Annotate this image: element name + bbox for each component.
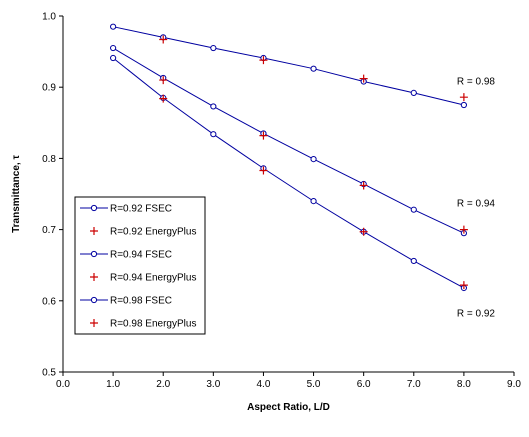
data-point-circle	[210, 131, 217, 138]
legend-marker-plus	[90, 273, 98, 281]
y-tick-label: 0.6	[42, 296, 56, 307]
legend: R=0.92 FSEC R=0.92 EnergyPlus R=0.94 FSEC R…	[74, 196, 206, 335]
legend-label: R=0.94 FSEC	[110, 250, 172, 261]
x-tick-label: 2.0	[156, 379, 170, 390]
data-point-circle	[310, 65, 317, 72]
y-tick-label: 0.5	[42, 368, 56, 379]
data-point-plus	[259, 131, 268, 140]
legend-entry: R=0.94 FSEC	[80, 250, 172, 261]
data-point-plus	[259, 166, 268, 175]
data-point-plus	[459, 93, 468, 102]
y-tick-label: 0.9	[42, 83, 56, 94]
data-point-circle	[460, 101, 467, 109]
data-point-plus	[359, 227, 368, 236]
data-point-circle	[210, 44, 217, 52]
x-tick-label: 1.0	[106, 379, 120, 390]
curve-label: R = 0.94	[457, 198, 496, 209]
data-point-circle	[310, 198, 317, 205]
data-point-plus	[359, 74, 368, 83]
legend-label: R=0.92 EnergyPlus	[110, 227, 196, 238]
x-axis-ticks: 0.0 1.0 2.0 3.0 4.0 5.0 6.0 7.0 8.0 9.0	[56, 372, 521, 390]
data-point-circle	[110, 23, 117, 30]
legend-label: R=0.92 FSEC	[110, 204, 172, 215]
data-point-plus	[459, 225, 468, 234]
series-r-0-92-energyplus	[159, 94, 468, 290]
series-r-0-94-energyplus	[159, 76, 468, 234]
x-tick-label: 4.0	[256, 379, 270, 390]
x-tick-label: 5.0	[307, 379, 321, 390]
plot-marks	[110, 23, 468, 292]
data-point-circle	[210, 103, 217, 110]
legend-marker-circle	[90, 250, 98, 258]
x-tick-label: 0.0	[56, 379, 70, 390]
legend-entry: R=0.98 EnergyPlus	[90, 319, 196, 330]
legend-label: R=0.98 EnergyPlus	[110, 319, 196, 330]
data-point-plus	[459, 281, 468, 290]
x-tick-label: 3.0	[206, 379, 220, 390]
y-axis-title: Transmittance, τ	[11, 155, 22, 233]
legend-label: R=0.94 EnergyPlus	[110, 273, 196, 284]
data-point-circle	[410, 89, 417, 96]
data-point-plus	[159, 94, 168, 103]
legend-box	[74, 196, 206, 335]
legend-marker-plus	[90, 227, 98, 235]
data-point-circle	[110, 44, 117, 52]
series-line	[112, 57, 465, 289]
legend-entry: R=0.94 EnergyPlus	[90, 273, 196, 284]
data-point-circle	[410, 206, 417, 213]
curve-label: R = 0.92	[457, 309, 496, 320]
legend-entry: R=0.98 FSEC	[80, 296, 172, 307]
data-point-plus	[259, 56, 268, 65]
series-r-0-98-energyplus	[159, 35, 468, 102]
data-point-plus	[359, 181, 368, 190]
y-tick-label: 0.8	[42, 154, 56, 165]
data-point-circle	[310, 156, 317, 163]
x-tick-label: 6.0	[357, 379, 371, 390]
legend-entry: R=0.92 EnergyPlus	[90, 227, 196, 238]
legend-label: R=0.98 FSEC	[110, 296, 172, 307]
data-point-circle	[110, 54, 117, 62]
series-line	[113, 26, 465, 106]
legend-entry: R=0.92 FSEC	[80, 204, 172, 215]
y-axis-ticks: 0.5 0.6 0.7 0.8 0.9 1.0	[42, 12, 63, 379]
data-point-circle	[410, 257, 417, 265]
x-tick-label: 7.0	[407, 379, 421, 390]
data-point-plus	[159, 76, 168, 85]
y-tick-label: 1.0	[42, 12, 56, 23]
curve-annotations: R = 0.98 R = 0.94 R = 0.92	[457, 77, 496, 320]
legend-marker-plus	[90, 319, 98, 327]
x-axis-title: Aspect Ratio, L/D	[247, 402, 330, 413]
curve-label: R = 0.98	[457, 77, 496, 88]
x-tick-label: 8.0	[457, 379, 471, 390]
y-tick-label: 0.7	[42, 225, 56, 236]
legend-marker-circle	[90, 296, 98, 304]
x-tick-label: 9.0	[507, 379, 521, 390]
legend-marker-circle	[90, 204, 98, 212]
series-line	[112, 47, 465, 234]
data-point-plus	[159, 35, 168, 44]
